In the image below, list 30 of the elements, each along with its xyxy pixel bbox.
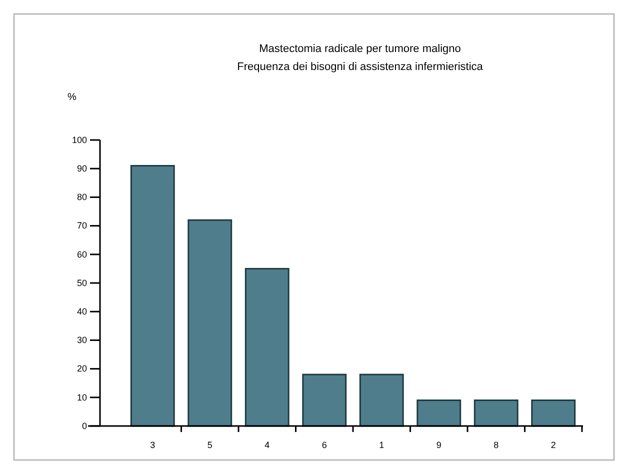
- x-tick-label: 2: [550, 440, 556, 450]
- y-tick-label: 50: [76, 278, 87, 288]
- y-tick-label: 10: [76, 392, 87, 402]
- y-tick-label: 70: [76, 220, 87, 231]
- bar: [244, 268, 290, 427]
- chart-subtitle: Frequenza dei bisogni di assistenza infermieristica: [237, 61, 484, 73]
- x-tick-label: 8: [494, 440, 499, 450]
- x-tick-label: 3: [150, 440, 156, 450]
- y-tick-label: 0: [82, 420, 87, 431]
- bar: [359, 374, 404, 427]
- y-tick-label: 80: [76, 192, 87, 202]
- bar: [302, 374, 347, 427]
- bar: [474, 400, 518, 427]
- y-tick-label: 30: [76, 335, 87, 346]
- y-axis-title: %: [68, 92, 77, 103]
- x-tick-label: 6: [322, 440, 327, 450]
- x-tick-label: 4: [264, 440, 270, 450]
- chart-title: Mastectomia radicale per tumore maligno: [259, 43, 461, 55]
- y-tick-label: 90: [76, 163, 87, 174]
- y-tick-label: 40: [76, 306, 87, 316]
- y-tick-label: 60: [76, 249, 87, 260]
- y-tick-label: 20: [76, 364, 87, 374]
- bar: [188, 219, 232, 427]
- x-tick-label: 9: [436, 440, 442, 450]
- bar: [130, 164, 175, 427]
- bar: [531, 400, 576, 427]
- y-tick-label: 100: [72, 134, 87, 145]
- x-tick-label: 5: [207, 440, 212, 450]
- bar: [416, 400, 462, 427]
- x-tick-label: 1: [379, 440, 384, 450]
